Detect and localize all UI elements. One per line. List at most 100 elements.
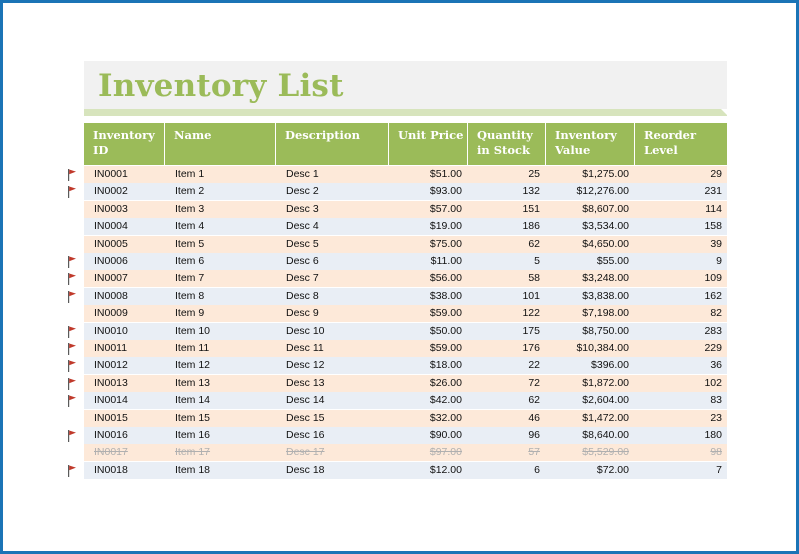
cell-desc[interactable]: Desc 4 bbox=[286, 220, 319, 233]
cell-value[interactable]: $396.00 bbox=[591, 359, 629, 372]
cell-name[interactable]: Item 17 bbox=[175, 446, 211, 459]
cell-id[interactable]: IN0003 bbox=[94, 202, 128, 215]
cell-value[interactable]: $5,529.00 bbox=[582, 446, 629, 459]
cell-desc[interactable]: Desc 1 bbox=[286, 168, 319, 180]
cell-price[interactable]: $59.00 bbox=[429, 342, 462, 354]
cell-name[interactable]: Item 12 bbox=[175, 359, 211, 372]
table-row[interactable]: IN0012 Item 12 Desc 12 $18.00 22 $396.00 36 bbox=[84, 357, 727, 375]
cell-price[interactable]: $51.00 bbox=[429, 168, 462, 180]
cell-id[interactable]: IN0001 bbox=[94, 168, 128, 180]
cell-value[interactable]: $1,275.00 bbox=[582, 168, 629, 180]
table-row[interactable]: IN0015 Item 15 Desc 15 $32.00 46 $1,472.00 23 bbox=[84, 409, 727, 427]
cell-price[interactable]: $26.00 bbox=[429, 376, 462, 389]
cell-id[interactable]: IN0013 bbox=[94, 376, 128, 389]
cell-name[interactable]: Item 1 bbox=[175, 168, 205, 180]
cell-value[interactable]: $8,607.00 bbox=[582, 202, 629, 215]
cell-reorder[interactable]: 180 bbox=[704, 429, 722, 441]
cell-id[interactable]: IN0002 bbox=[94, 185, 128, 198]
cell-reorder[interactable]: 23 bbox=[710, 411, 722, 424]
cell-desc[interactable]: Desc 18 bbox=[286, 463, 325, 476]
table-row[interactable]: IN0010 Item 10 Desc 10 $50.00 175 $8,750.00 28… bbox=[84, 322, 727, 340]
cell-reorder[interactable]: 98 bbox=[710, 446, 722, 459]
table-row[interactable]: IN0016 Item 16 Desc 16 $90.00 96 $8,640.00 180 bbox=[84, 427, 727, 444]
cell-desc[interactable]: Desc 2 bbox=[286, 185, 319, 198]
cell-reorder[interactable]: 229 bbox=[704, 342, 722, 354]
cell-id[interactable]: IN0017 bbox=[94, 446, 128, 459]
cell-id[interactable]: IN0015 bbox=[94, 411, 128, 424]
cell-id[interactable]: IN0011 bbox=[94, 342, 128, 354]
cell-value[interactable]: $12,276.00 bbox=[576, 185, 629, 198]
table-row[interactable]: IN0018 Item 18 Desc 18 $12.00 6 $72.00 7 bbox=[84, 461, 727, 479]
cell-value[interactable]: $8,640.00 bbox=[582, 429, 629, 441]
cell-qty[interactable]: 57 bbox=[528, 446, 540, 459]
cell-price[interactable]: $11.00 bbox=[430, 255, 462, 267]
cell-id[interactable]: IN0016 bbox=[94, 429, 128, 441]
table-row[interactable]: IN0001 Item 1 Desc 1 $51.00 25 $1,275.00 29 bbox=[84, 166, 727, 183]
cell-id[interactable]: IN0008 bbox=[94, 289, 128, 302]
cell-price[interactable]: $57.00 bbox=[429, 202, 462, 215]
cell-id[interactable]: IN0010 bbox=[94, 324, 128, 337]
cell-id[interactable]: IN0014 bbox=[94, 394, 128, 407]
cell-value[interactable]: $1,872.00 bbox=[582, 376, 629, 389]
cell-name[interactable]: Item 14 bbox=[175, 394, 211, 407]
cell-value[interactable]: $4,650.00 bbox=[582, 237, 629, 250]
cell-value[interactable]: $7,198.00 bbox=[582, 307, 629, 320]
cell-desc[interactable]: Desc 14 bbox=[286, 394, 325, 407]
cell-price[interactable]: $75.00 bbox=[429, 237, 462, 250]
cell-id[interactable]: IN0018 bbox=[94, 463, 128, 476]
cell-price[interactable]: $50.00 bbox=[429, 324, 462, 337]
table-row[interactable]: IN0004 Item 4 Desc 4 $19.00 186 $3,534.00 158 bbox=[84, 218, 727, 236]
cell-price[interactable]: $93.00 bbox=[429, 185, 462, 198]
column-header-description[interactable]: Description bbox=[276, 123, 388, 165]
cell-qty[interactable]: 6 bbox=[534, 463, 540, 476]
cell-desc[interactable]: Desc 5 bbox=[286, 237, 319, 250]
cell-value[interactable]: $3,248.00 bbox=[582, 272, 629, 285]
column-header-inventory-id[interactable]: Inventory ID bbox=[84, 123, 164, 165]
cell-desc[interactable]: Desc 12 bbox=[286, 359, 325, 372]
cell-value[interactable]: $3,838.00 bbox=[582, 289, 629, 302]
cell-desc[interactable]: Desc 16 bbox=[286, 429, 325, 441]
table-row[interactable]: IN0013 Item 13 Desc 13 $26.00 72 $1,872.00 102 bbox=[84, 374, 727, 392]
cell-name[interactable]: Item 4 bbox=[175, 220, 205, 233]
cell-name[interactable]: Item 13 bbox=[175, 376, 211, 389]
cell-reorder[interactable]: 114 bbox=[705, 202, 722, 215]
cell-qty[interactable]: 22 bbox=[528, 359, 540, 372]
cell-id[interactable]: IN0005 bbox=[94, 237, 128, 250]
cell-qty[interactable]: 46 bbox=[528, 411, 540, 424]
cell-desc[interactable]: Desc 13 bbox=[286, 376, 325, 389]
cell-desc[interactable]: Desc 8 bbox=[286, 289, 319, 302]
cell-desc[interactable]: Desc 9 bbox=[286, 307, 319, 320]
cell-reorder[interactable]: 83 bbox=[710, 394, 722, 407]
cell-name[interactable]: Item 11 bbox=[175, 342, 210, 354]
table-row[interactable]: IN0005 Item 5 Desc 5 $75.00 62 $4,650.00 39 bbox=[84, 235, 727, 253]
column-header-name[interactable]: Name bbox=[165, 123, 275, 165]
cell-name[interactable]: Item 5 bbox=[175, 237, 205, 250]
cell-name[interactable]: Item 18 bbox=[175, 463, 211, 476]
table-row[interactable]: IN0002 Item 2 Desc 2 $93.00 132 $12,276.00 231 bbox=[84, 183, 727, 201]
column-header-quantity-in-stock[interactable]: Quantity in Stock bbox=[468, 123, 545, 165]
cell-name[interactable]: Item 10 bbox=[175, 324, 211, 337]
cell-name[interactable]: Item 3 bbox=[175, 202, 205, 215]
cell-qty[interactable]: 175 bbox=[522, 324, 540, 337]
column-header-unit-price[interactable]: Unit Price bbox=[389, 123, 467, 165]
table-row[interactable]: IN0011 Item 11 Desc 11 $59.00 176 $10,384.00 2… bbox=[84, 340, 727, 357]
cell-value[interactable]: $55.00 bbox=[596, 255, 629, 267]
cell-value[interactable]: $2,604.00 bbox=[582, 394, 629, 407]
cell-name[interactable]: Item 9 bbox=[175, 307, 205, 320]
table-row[interactable]: IN0006 Item 6 Desc 6 $11.00 5 $55.00 9 bbox=[84, 253, 727, 270]
cell-desc[interactable]: Desc 15 bbox=[286, 411, 325, 424]
table-row[interactable]: IN0008 Item 8 Desc 8 $38.00 101 $3,838.00 162 bbox=[84, 287, 727, 305]
cell-value[interactable]: $3,534.00 bbox=[582, 220, 629, 233]
table-row[interactable]: IN0007 Item 7 Desc 7 $56.00 58 $3,248.00 109 bbox=[84, 270, 727, 288]
cell-price[interactable]: $56.00 bbox=[429, 272, 462, 285]
cell-value[interactable]: $1,472.00 bbox=[582, 411, 629, 424]
cell-value[interactable]: $10,384.00 bbox=[576, 342, 629, 354]
cell-reorder[interactable]: 7 bbox=[716, 463, 722, 476]
cell-qty[interactable]: 151 bbox=[522, 202, 540, 215]
cell-qty[interactable]: 122 bbox=[522, 307, 540, 320]
cell-price[interactable]: $18.00 bbox=[429, 359, 462, 372]
cell-reorder[interactable]: 231 bbox=[704, 185, 722, 198]
cell-reorder[interactable]: 39 bbox=[710, 237, 722, 250]
cell-id[interactable]: IN0004 bbox=[94, 220, 128, 233]
cell-price[interactable]: $42.00 bbox=[429, 394, 462, 407]
